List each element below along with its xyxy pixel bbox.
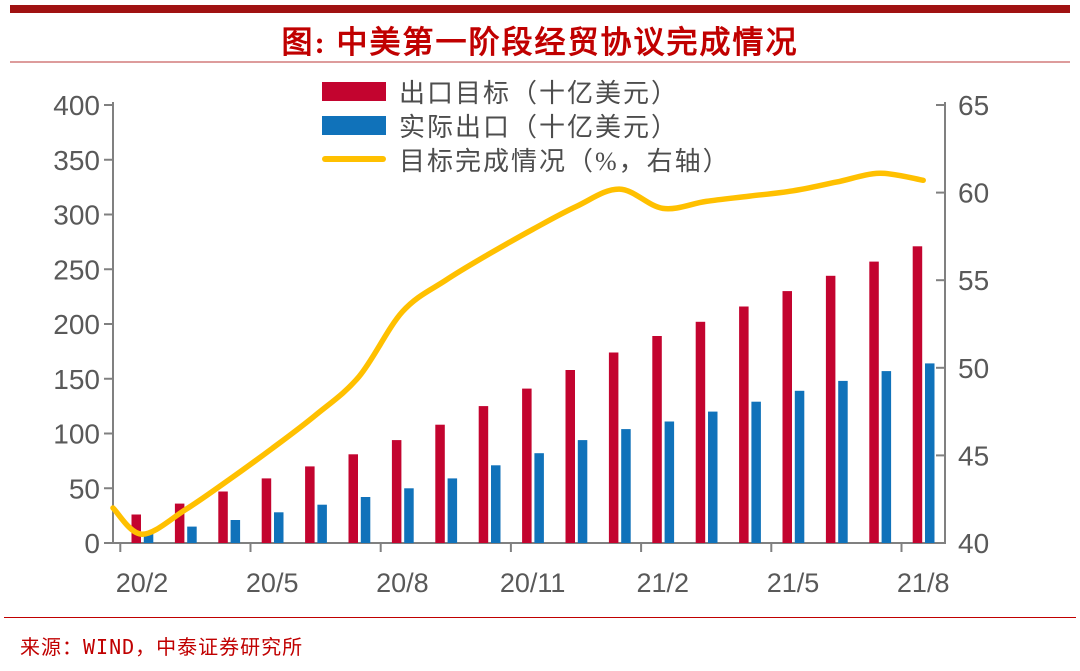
bar-export-target [825,275,836,543]
bar-actual-export [317,504,327,543]
x-axis-tick-label: 20/2 [116,568,169,598]
source-label: 来源：WIND，中泰证券研究所 [20,635,304,659]
bar-actual-export [143,532,154,543]
left-axis-tick-label: 350 [53,145,100,176]
right-axis-tick-label: 40 [958,528,989,559]
left-axis-tick-label: 100 [53,419,100,450]
right-axis-tick-label: 60 [958,178,989,209]
x-axis-tick-label: 21/2 [637,568,690,598]
title-underline [10,61,1070,63]
bar-actual-export [577,440,588,543]
source-divider [4,617,1076,618]
bar-actual-export [621,429,631,543]
right-axis-tick-label: 45 [958,440,989,471]
bar-actual-export [881,371,892,543]
chart-legend: 出口目标（十亿美元） 实际出口（十亿美元） 目标完成情况（%，右轴） [322,74,731,176]
bar-export-target [391,440,402,543]
bar-export-target [608,352,619,543]
left-axis-tick-label: 200 [53,309,100,340]
bar-export-target [174,503,185,543]
bar-export-target [565,370,575,543]
x-axis-tick-label: 20/11 [500,568,566,598]
left-axis-tick-label: 0 [84,528,100,559]
bar-export-target [435,424,445,543]
right-axis-tick-label: 65 [958,90,989,121]
bar-actual-export [925,363,935,543]
bar-export-target [131,514,141,543]
legend-label-completion: 目标完成情况（%，右轴） [399,146,731,176]
bar-actual-export [404,488,414,544]
export-target-swatch-icon [322,81,386,101]
bar-actual-export [664,421,675,543]
bar-export-target [522,388,532,543]
bar-export-target [869,261,879,543]
x-axis-tick-label: 21/5 [767,568,820,598]
bar-export-target [478,406,489,543]
bar-export-target [695,321,706,543]
bar-export-target [348,454,358,543]
bar-actual-export [838,380,848,543]
left-axis-tick-label: 50 [69,473,100,504]
header-rule [10,5,1070,13]
x-axis-tick-label: 20/5 [246,568,299,598]
left-axis-tick-label: 150 [53,364,100,395]
completion-line-swatch-icon [322,156,386,162]
x-axis-tick-label: 20/8 [376,568,429,598]
x-axis-tick-label: 21/8 [897,568,950,598]
legend-item-completion: 目标完成情况（%，右轴） [322,142,731,176]
bar-actual-export [230,520,241,543]
bar-actual-export [751,401,761,543]
legend-label-export-target: 出口目标（十亿美元） [399,78,680,108]
left-axis-tick-label: 250 [53,254,100,285]
bar-actual-export [794,390,805,543]
bar-export-target [261,478,272,543]
bar-actual-export [360,497,371,543]
bar-actual-export [491,465,501,543]
bar-export-target [305,466,315,543]
bar-export-target [782,291,792,543]
bar-export-target [739,306,749,543]
left-axis-tick-label: 300 [53,200,100,231]
legend-item-export-target: 出口目标（十亿美元） [322,74,731,108]
completion-line [110,170,926,537]
right-axis-tick-label: 50 [958,353,989,384]
chart-title: 图: 中美第一阶段经贸协议完成情况 [281,25,799,60]
bar-actual-export [447,478,458,543]
legend-item-actual-export: 实际出口（十亿美元） [322,108,731,142]
bar-actual-export [534,453,544,543]
legend-label-actual-export: 实际出口（十亿美元） [399,112,680,142]
bar-export-target [218,491,228,543]
bar-actual-export [187,526,197,543]
bar-export-target [652,336,662,543]
left-axis-tick-label: 400 [53,90,100,121]
bar-export-target [912,246,923,544]
right-axis-tick-label: 55 [958,265,989,296]
bar-actual-export [708,411,718,543]
bar-actual-export [274,512,284,543]
actual-export-swatch-icon [322,115,386,135]
